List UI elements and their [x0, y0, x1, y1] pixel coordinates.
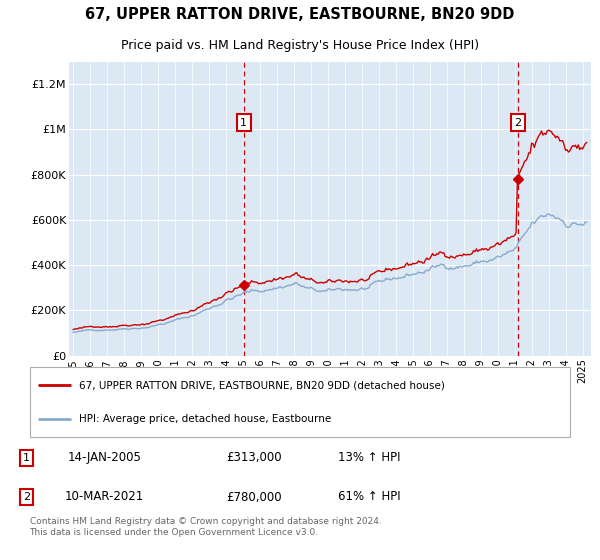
Text: 61% ↑ HPI: 61% ↑ HPI — [338, 491, 400, 503]
Text: 10-MAR-2021: 10-MAR-2021 — [65, 491, 144, 503]
Text: HPI: Average price, detached house, Eastbourne: HPI: Average price, detached house, East… — [79, 414, 331, 424]
Text: Price paid vs. HM Land Registry's House Price Index (HPI): Price paid vs. HM Land Registry's House … — [121, 39, 479, 53]
Text: 67, UPPER RATTON DRIVE, EASTBOURNE, BN20 9DD: 67, UPPER RATTON DRIVE, EASTBOURNE, BN20… — [85, 7, 515, 22]
FancyBboxPatch shape — [29, 367, 571, 437]
Text: 13% ↑ HPI: 13% ↑ HPI — [338, 451, 400, 464]
Text: 2: 2 — [23, 492, 30, 502]
Text: £780,000: £780,000 — [226, 491, 282, 503]
Text: £313,000: £313,000 — [226, 451, 282, 464]
Text: 14-JAN-2005: 14-JAN-2005 — [67, 451, 141, 464]
Text: 2: 2 — [514, 118, 521, 128]
Text: Contains HM Land Registry data © Crown copyright and database right 2024.
This d: Contains HM Land Registry data © Crown c… — [29, 517, 381, 536]
Text: 67, UPPER RATTON DRIVE, EASTBOURNE, BN20 9DD (detached house): 67, UPPER RATTON DRIVE, EASTBOURNE, BN20… — [79, 380, 445, 390]
Text: 1: 1 — [240, 118, 247, 128]
Text: 1: 1 — [23, 453, 30, 463]
